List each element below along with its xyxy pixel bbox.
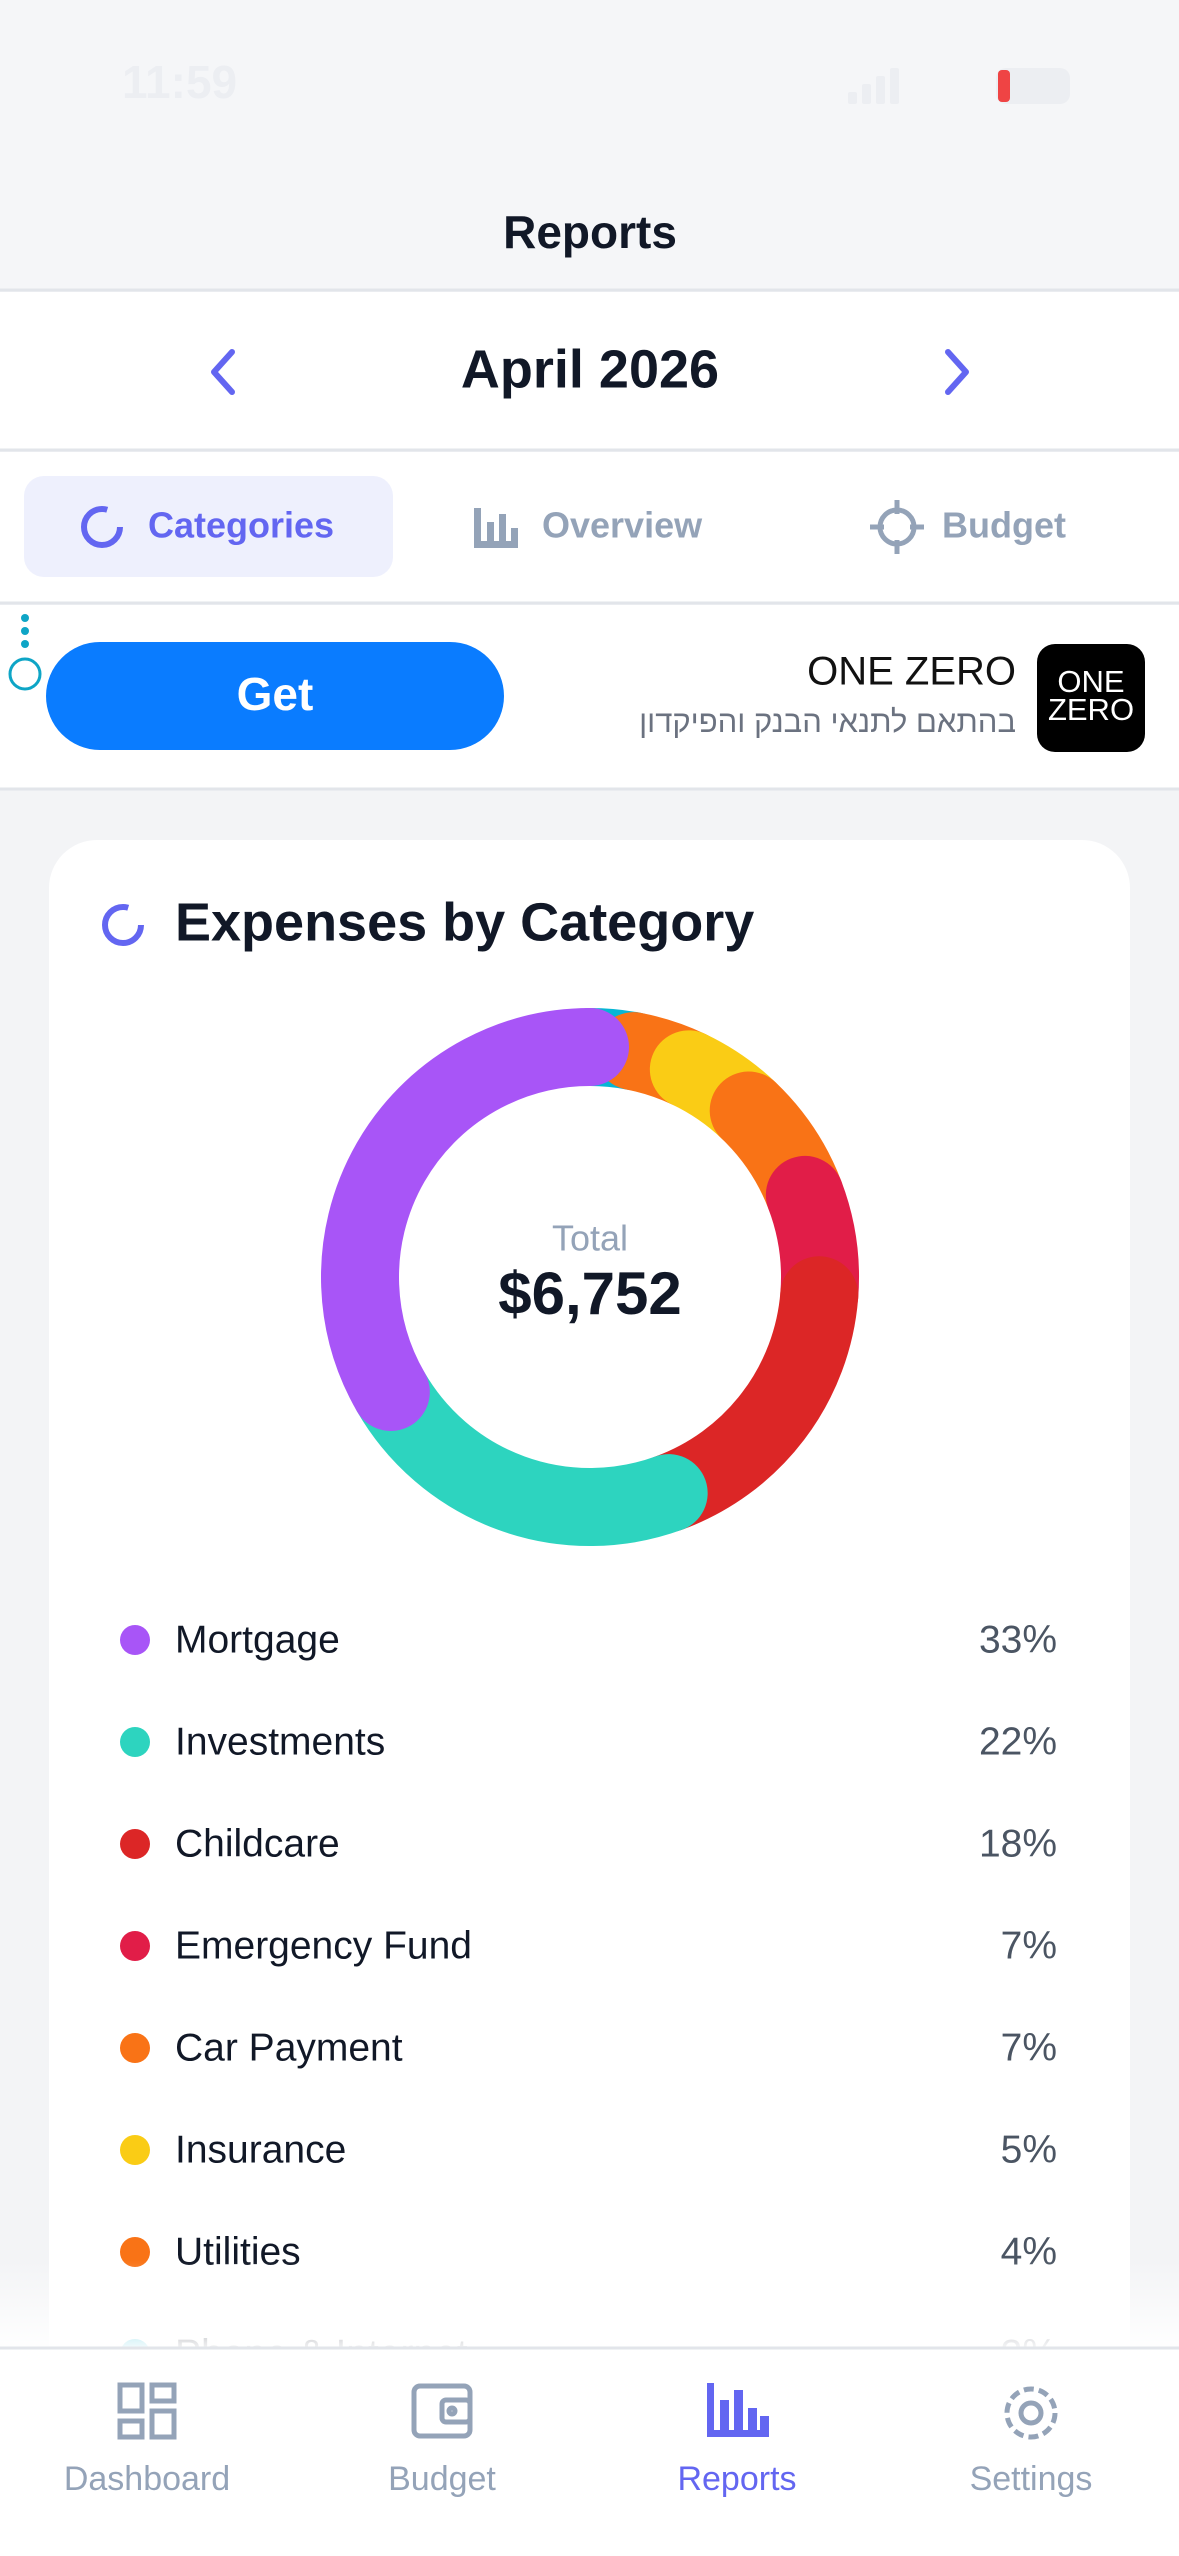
header-bg (0, 0, 1179, 290)
scroll-fade (0, 2260, 1179, 2348)
next-month[interactable] (945, 349, 969, 395)
legend-value: 18% (979, 1822, 1057, 1865)
legend-swatch (120, 1931, 150, 1961)
legend-swatch (120, 1829, 150, 1859)
tab-categories[interactable]: Categories (148, 505, 334, 546)
legend-label: Investments (175, 1720, 385, 1763)
ad-logo[interactable] (1037, 644, 1145, 752)
donut-center-value: $6,752 (498, 1260, 682, 1327)
legend-label: Mortgage (175, 1618, 340, 1661)
legend-label: Emergency Fund (175, 1924, 472, 1967)
ad-brand: ONE ZERO (807, 650, 1016, 694)
tab-icon-budget (870, 500, 924, 554)
ad-tagline: בהתאם לתנאי הבנק והפיקדון (639, 704, 1016, 739)
legend-value: 7% (1001, 1924, 1057, 1967)
donut-segment (351, 1353, 708, 1546)
nav-icon-reports (707, 2383, 769, 2437)
legend-swatch (120, 2237, 150, 2267)
tab-icon-overview (474, 508, 518, 548)
nav-icon-dashboard (117, 2382, 177, 2440)
nav-budget[interactable]: Budget (388, 2460, 496, 2498)
ad-menu[interactable] (21, 614, 29, 648)
donut (321, 1008, 859, 1546)
legend-value: 33% (979, 1618, 1057, 1661)
legend-swatch (120, 1625, 150, 1655)
nav-reports[interactable]: Reports (677, 2460, 796, 2498)
month-nav-bg (0, 292, 1179, 449)
nav-dashboard[interactable]: Dashboard (64, 2460, 230, 2498)
donut-center-label: Total (552, 1218, 628, 1259)
status-icons (848, 68, 1070, 104)
legend-value: 22% (979, 1720, 1057, 1763)
nav-icon-settings (1004, 2386, 1058, 2440)
prev-month[interactable] (211, 349, 235, 395)
tab-budget[interactable]: Budget (942, 505, 1066, 546)
ad-info[interactable] (8, 657, 42, 691)
legend-swatch (120, 2033, 150, 2063)
card-title: Expenses by Category (175, 892, 754, 952)
bottom-nav-bg (0, 2348, 1179, 2556)
legend-swatch (120, 1727, 150, 1757)
tab-active-bg[interactable] (24, 476, 393, 577)
nav-settings[interactable]: Settings (970, 2460, 1093, 2498)
legend-value: 5% (1001, 2128, 1057, 2171)
battery-level (998, 70, 1010, 102)
legend-value: 7% (1001, 2026, 1057, 2069)
ad-button[interactable] (46, 642, 504, 750)
legend-swatch (120, 2135, 150, 2165)
legend-label: Car Payment (175, 2026, 403, 2069)
tab-overview[interactable]: Overview (542, 505, 703, 546)
status-time: 11:59 (122, 56, 237, 108)
donut-segment (321, 1008, 629, 1431)
tab-icon-categories (81, 506, 123, 548)
ad-logo-text: ONE (1057, 664, 1124, 699)
card-icon (102, 904, 144, 946)
nav-icon-budget (411, 2383, 473, 2439)
report-card (49, 840, 1130, 2556)
legend-label: Insurance (175, 2128, 346, 2171)
month-label: April 2026 (461, 339, 719, 399)
page-title: Reports (503, 206, 677, 258)
legend-label: Childcare (175, 1822, 340, 1865)
ad-logo-text: ZERO (1048, 692, 1134, 727)
ad-button-label: Get (237, 668, 314, 720)
